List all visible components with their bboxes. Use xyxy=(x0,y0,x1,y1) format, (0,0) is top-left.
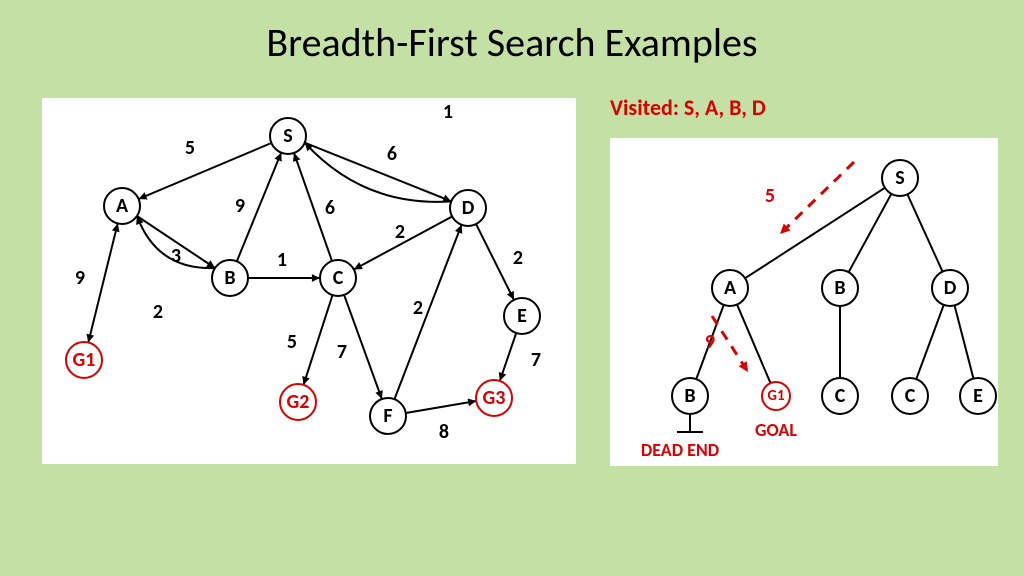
tree-node-label: S xyxy=(895,166,904,190)
edge-weight: 3 xyxy=(171,244,181,268)
right-tree-panel: 5 9 S A B D B G1 C C E GOAL DEAD END xyxy=(610,138,998,466)
annotation-dead-end: DEAD END xyxy=(641,439,719,461)
edge-weight: 2 xyxy=(395,220,405,244)
edge-weight: 2 xyxy=(153,300,163,324)
edge-weight: 8 xyxy=(439,420,449,444)
tree-node-label: E xyxy=(973,384,983,408)
graph-node-label: G2 xyxy=(287,390,310,414)
annotation-goal: GOAL xyxy=(755,419,797,441)
red-edge-weight: 5 xyxy=(765,184,775,208)
graph-node-label: F xyxy=(383,404,392,428)
slide: Breadth-First Search Examples Visited: S… xyxy=(0,0,1024,576)
slide-title: Breadth-First Search Examples xyxy=(0,18,1024,67)
tree-node-label: C xyxy=(905,384,916,408)
visited-label: Visited: S, A, B, D xyxy=(610,94,766,121)
graph-node-label: D xyxy=(462,196,475,220)
edge-weight: 6 xyxy=(325,196,335,220)
edge-weight: 1 xyxy=(277,248,287,272)
edge-weight: 6 xyxy=(387,142,397,166)
tree-node-label: D xyxy=(944,276,957,300)
graph-node-label: C xyxy=(333,266,344,290)
tree-node-label: G1 xyxy=(767,387,785,405)
edge-weight: 2 xyxy=(413,296,423,320)
tree-node-label: C xyxy=(835,384,846,408)
graph-node-label: B xyxy=(224,266,235,290)
graph-node-label: S xyxy=(283,124,292,148)
edge-weight: 2 xyxy=(513,246,523,270)
red-edge-weight: 9 xyxy=(705,330,715,354)
edge-weight: 5 xyxy=(287,330,297,354)
tree-node-label: B xyxy=(834,276,845,300)
edge-weight: 9 xyxy=(75,266,85,290)
edge-weight: 5 xyxy=(185,136,195,160)
left-graph-panel: 5 3 2 9 9 1 6 6 1 2 2 7 5 2 8 7 S A B C D E F G1 G2 G3 xyxy=(42,98,576,464)
edge-weight: 7 xyxy=(531,348,541,372)
edge-weight: 1 xyxy=(443,100,453,124)
graph-node-label: A xyxy=(116,194,129,218)
tree-node-label: A xyxy=(724,276,737,300)
graph-node-label: G1 xyxy=(73,348,96,372)
graph-node-label: E xyxy=(517,304,527,328)
graph-node-label: G3 xyxy=(483,386,506,410)
edge-weight: 9 xyxy=(235,194,245,218)
tree-node-label: B xyxy=(684,384,695,408)
edge-weight: 7 xyxy=(337,340,347,364)
